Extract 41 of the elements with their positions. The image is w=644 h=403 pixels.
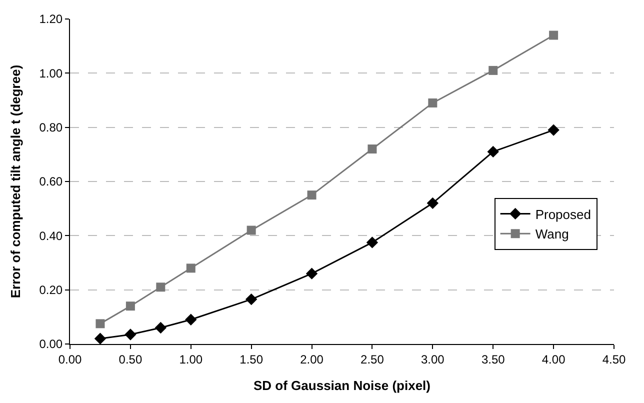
point (306, 268, 318, 280)
y-tick-label: 0.80 (39, 120, 63, 135)
point (246, 226, 256, 235)
legend-label: Proposed (535, 206, 591, 222)
point (428, 98, 438, 108)
point (368, 144, 377, 154)
y-tick-label: 1.00 (39, 66, 63, 80)
point (154, 322, 167, 334)
point (156, 282, 166, 292)
point (94, 332, 106, 344)
x-tick-label: 0.00 (58, 352, 82, 366)
legend-label: Wang (535, 226, 569, 242)
point (426, 197, 439, 210)
y-tick-label: 0.60 (39, 174, 63, 189)
x-tick-label: 3.00 (420, 352, 445, 366)
x-tick-label: 0.50 (118, 352, 142, 366)
point (126, 302, 135, 311)
point (307, 190, 316, 200)
point (488, 66, 498, 75)
point (548, 124, 560, 136)
point (185, 314, 197, 326)
y-axis-title: Error of computed tilt angle t (degree) (8, 64, 24, 298)
y-tick-label: 1.20 (39, 12, 63, 26)
y-tick-label: 0.20 (39, 283, 63, 298)
x-axis-title: SD of Gaussian Noise (pixel) (254, 378, 430, 393)
x-tick-label: 3.50 (481, 352, 506, 366)
point (549, 30, 558, 40)
point (186, 264, 196, 273)
point (366, 236, 378, 248)
point (124, 328, 136, 340)
x-tick-label: 2.50 (360, 352, 384, 366)
x-tick-label: 4.50 (602, 352, 626, 366)
x-tick-label: 4.00 (542, 352, 566, 366)
point (245, 293, 258, 306)
point (96, 319, 105, 328)
x-tick-label: 1.00 (179, 352, 203, 366)
x-tick-label: 2.00 (300, 352, 324, 366)
x-tick-label: 1.50 (240, 352, 264, 366)
y-tick-label: 0.00 (39, 337, 63, 352)
point (487, 146, 499, 158)
y-tick-label: 0.40 (39, 228, 63, 243)
